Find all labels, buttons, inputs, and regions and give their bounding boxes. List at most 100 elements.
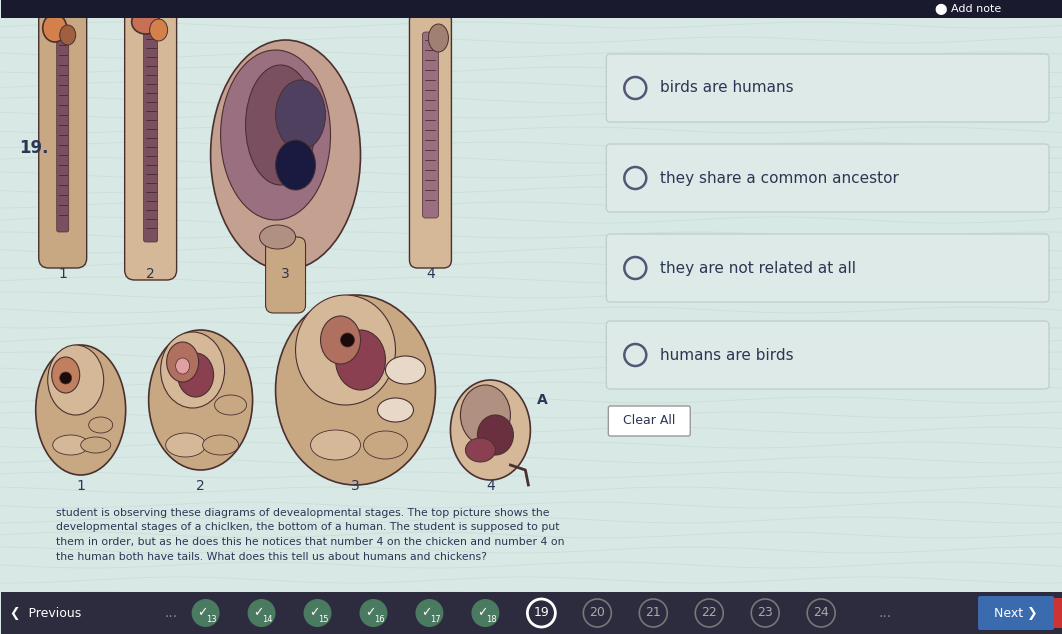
Text: 19.: 19. <box>19 139 48 157</box>
Text: 24: 24 <box>813 607 829 619</box>
Ellipse shape <box>167 342 199 382</box>
Text: the human both have tails. What does this tell us about humans and chickens?: the human both have tails. What does thi… <box>55 552 486 562</box>
Ellipse shape <box>245 65 315 185</box>
Circle shape <box>247 599 275 627</box>
Text: 1: 1 <box>76 479 85 493</box>
Ellipse shape <box>336 330 386 390</box>
FancyBboxPatch shape <box>124 5 176 280</box>
Text: ✓: ✓ <box>254 607 263 619</box>
Text: developmental stages of a chiclken, the bottom of a human. The student is suppos: developmental stages of a chiclken, the … <box>55 522 560 533</box>
Ellipse shape <box>42 14 67 42</box>
Ellipse shape <box>363 431 408 459</box>
Text: student is observing these diagrams of devealopmental stages. The top picture sh: student is observing these diagrams of d… <box>55 508 549 518</box>
Circle shape <box>191 599 220 627</box>
Ellipse shape <box>150 19 168 41</box>
Text: birds are humans: birds are humans <box>661 81 794 96</box>
Text: 1: 1 <box>58 267 67 281</box>
Text: 4: 4 <box>426 267 434 281</box>
Ellipse shape <box>89 417 113 433</box>
Text: ✓: ✓ <box>422 607 431 619</box>
Text: A: A <box>537 393 548 407</box>
Text: 15: 15 <box>319 614 329 623</box>
Text: 2: 2 <box>196 479 205 493</box>
Text: Next ❯: Next ❯ <box>994 607 1038 619</box>
Text: 4: 4 <box>486 479 495 493</box>
Ellipse shape <box>48 345 104 415</box>
Ellipse shape <box>275 295 435 485</box>
Ellipse shape <box>177 353 213 397</box>
Text: 22: 22 <box>701 607 717 619</box>
Text: 16: 16 <box>374 614 384 623</box>
Ellipse shape <box>478 415 513 455</box>
Ellipse shape <box>81 437 110 453</box>
Ellipse shape <box>428 24 448 52</box>
Text: 21: 21 <box>646 607 662 619</box>
FancyBboxPatch shape <box>38 8 87 268</box>
Ellipse shape <box>36 345 125 475</box>
Circle shape <box>360 599 388 627</box>
Ellipse shape <box>275 140 315 190</box>
FancyBboxPatch shape <box>609 406 690 436</box>
Text: they share a common ancestor: they share a common ancestor <box>661 171 900 186</box>
Ellipse shape <box>341 333 355 347</box>
FancyBboxPatch shape <box>606 144 1049 212</box>
Ellipse shape <box>175 358 190 374</box>
Ellipse shape <box>450 380 530 480</box>
Text: 14: 14 <box>262 614 273 623</box>
Text: 18: 18 <box>486 614 497 623</box>
Circle shape <box>415 599 444 627</box>
Text: ❮  Previous: ❮ Previous <box>11 607 82 619</box>
Text: 20: 20 <box>589 607 605 619</box>
Ellipse shape <box>59 372 72 384</box>
Ellipse shape <box>149 330 253 470</box>
Ellipse shape <box>465 438 495 462</box>
FancyBboxPatch shape <box>606 54 1049 122</box>
FancyBboxPatch shape <box>410 12 451 268</box>
Text: them in order, but as he does this he notices that number 4 on the chicken and n: them in order, but as he does this he no… <box>55 537 564 547</box>
Text: Clear All: Clear All <box>623 415 675 427</box>
Ellipse shape <box>461 385 511 445</box>
Ellipse shape <box>259 225 295 249</box>
Ellipse shape <box>275 80 326 150</box>
FancyBboxPatch shape <box>1054 598 1062 628</box>
FancyBboxPatch shape <box>56 28 69 232</box>
FancyBboxPatch shape <box>606 321 1049 389</box>
Ellipse shape <box>321 316 360 364</box>
Text: ...: ... <box>878 606 892 620</box>
Ellipse shape <box>52 357 80 393</box>
Circle shape <box>472 599 499 627</box>
Text: ✓: ✓ <box>477 607 487 619</box>
Text: ✓: ✓ <box>198 607 208 619</box>
Ellipse shape <box>160 332 224 408</box>
FancyBboxPatch shape <box>1 0 1062 18</box>
Text: 3: 3 <box>352 479 360 493</box>
Text: they are not related at all: they are not related at all <box>661 261 856 276</box>
Text: 19: 19 <box>533 607 549 619</box>
Ellipse shape <box>210 40 360 270</box>
Ellipse shape <box>132 10 159 34</box>
Text: ⬤ Add note: ⬤ Add note <box>935 3 1001 15</box>
Text: 3: 3 <box>281 267 290 281</box>
Ellipse shape <box>310 430 360 460</box>
Ellipse shape <box>203 435 239 455</box>
FancyBboxPatch shape <box>978 596 1054 630</box>
Ellipse shape <box>377 398 413 422</box>
Ellipse shape <box>59 25 75 45</box>
Text: 2: 2 <box>147 267 155 281</box>
Ellipse shape <box>215 395 246 415</box>
Text: ...: ... <box>164 606 177 620</box>
Ellipse shape <box>166 433 206 457</box>
FancyBboxPatch shape <box>266 237 306 313</box>
Text: 17: 17 <box>430 614 441 623</box>
Circle shape <box>304 599 331 627</box>
Text: 13: 13 <box>206 614 217 623</box>
FancyBboxPatch shape <box>423 32 439 218</box>
FancyBboxPatch shape <box>1 592 1062 634</box>
Ellipse shape <box>221 50 330 220</box>
Text: ✓: ✓ <box>309 607 320 619</box>
Text: ✓: ✓ <box>365 607 376 619</box>
FancyBboxPatch shape <box>143 23 157 242</box>
FancyBboxPatch shape <box>606 234 1049 302</box>
Text: 23: 23 <box>757 607 773 619</box>
Ellipse shape <box>386 356 426 384</box>
